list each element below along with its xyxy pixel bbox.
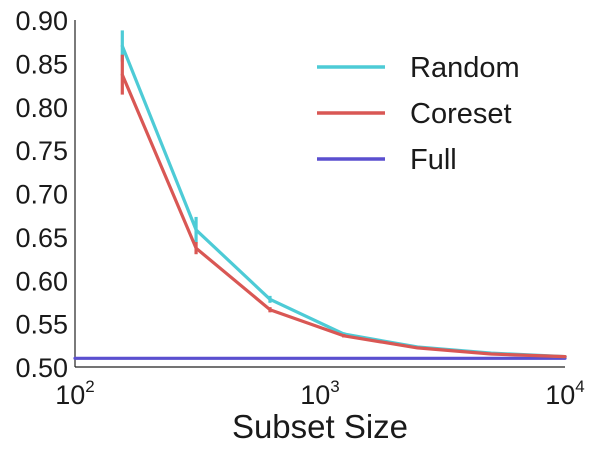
legend-label: Random — [410, 52, 520, 84]
legend-label: Coreset — [410, 98, 512, 130]
y-tick-label: 0.75 — [15, 136, 68, 166]
series-line-random — [120, 44, 567, 359]
x-tick-labels: 102 103 104 — [55, 377, 585, 410]
x-tick-label: 104 — [545, 377, 585, 410]
y-tick-label: 0.90 — [15, 6, 68, 36]
y-tick-label: 0.50 — [15, 353, 68, 383]
x-tick-label: 103 — [300, 377, 340, 410]
x-tick-label: 102 — [55, 377, 95, 410]
x-tick-base: 10 — [55, 380, 85, 410]
x-tick-base: 10 — [545, 380, 575, 410]
y-tick-labels: 0.50 0.55 0.60 0.65 0.70 0.75 0.80 0.85 0.90 — [15, 6, 68, 383]
x-axis-label: Subset Size — [232, 408, 408, 445]
series-coreset — [120, 54, 567, 359]
y-tick-label: 0.85 — [15, 49, 68, 79]
axes — [74, 20, 565, 368]
legend-item-full: Full — [317, 144, 457, 176]
y-tick-label: 0.55 — [15, 310, 68, 340]
y-tick-label: 0.80 — [15, 93, 68, 123]
legend-label: Full — [410, 144, 457, 176]
legend-item-random: Random — [317, 52, 520, 84]
x-tick-base: 10 — [300, 380, 330, 410]
y-tick-label: 0.70 — [15, 180, 68, 210]
series-layer — [73, 30, 567, 360]
x-tick-exponent: 3 — [330, 377, 339, 396]
y-tick-label: 0.65 — [15, 223, 68, 253]
legend: Random Coreset Full — [317, 52, 520, 176]
legend-item-coreset: Coreset — [317, 98, 512, 130]
y-tick-label: 0.60 — [15, 266, 68, 296]
x-tick-exponent: 4 — [575, 377, 584, 396]
x-tick-exponent: 2 — [85, 377, 94, 396]
